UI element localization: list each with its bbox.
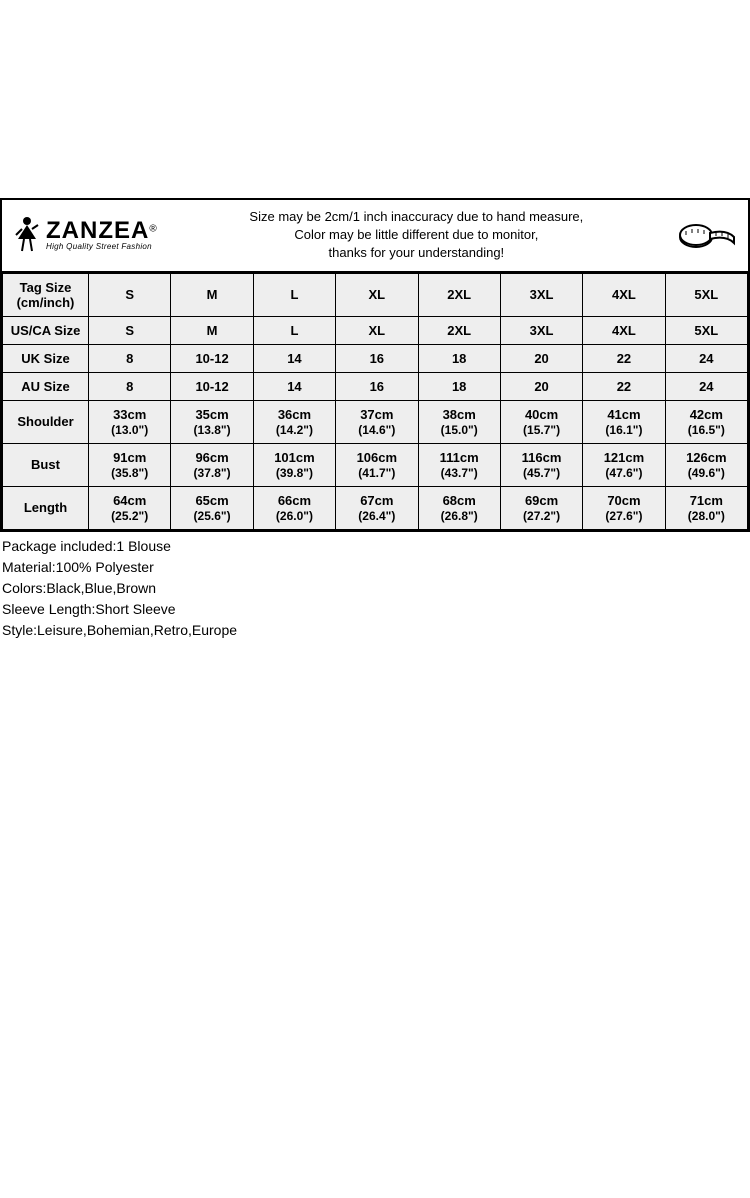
brand-name: ZANZEA® xyxy=(46,219,157,243)
row-label: AU Size xyxy=(3,372,89,400)
size-cell: L xyxy=(253,273,335,316)
measurement-cell: 70cm(27.6") xyxy=(583,486,665,529)
size-cell: 5XL xyxy=(665,273,747,316)
detail-line: Sleeve Length:Short Sleeve xyxy=(2,599,748,620)
table-row: US/CA SizeSMLXL2XL3XL4XL5XL xyxy=(3,316,748,344)
row-label: Bust xyxy=(3,443,89,486)
size-cell: 22 xyxy=(583,372,665,400)
measurement-cell: 40cm(15.7") xyxy=(500,400,582,443)
size-cell: 18 xyxy=(418,372,500,400)
size-table-body: Tag Size (cm/inch)SMLXL2XL3XL4XL5XLUS/CA… xyxy=(3,273,748,529)
row-label: US/CA Size xyxy=(3,316,89,344)
size-cell: 14 xyxy=(253,344,335,372)
size-cell: 3XL xyxy=(500,316,582,344)
size-cell: 10-12 xyxy=(171,372,253,400)
detail-line: Material:100% Polyester xyxy=(2,557,748,578)
size-cell: 5XL xyxy=(665,316,747,344)
measurement-cell: 36cm(14.2") xyxy=(253,400,335,443)
table-row: AU Size810-12141618202224 xyxy=(3,372,748,400)
notice-line1: Size may be 2cm/1 inch inaccuracy due to… xyxy=(157,208,676,226)
size-cell: 24 xyxy=(665,344,747,372)
row-label: UK Size xyxy=(3,344,89,372)
detail-line: Package included:1 Blouse xyxy=(2,536,748,557)
measurement-cell: 71cm(28.0") xyxy=(665,486,747,529)
measurement-cell: 64cm(25.2") xyxy=(89,486,171,529)
brand-figure-icon xyxy=(14,215,40,255)
chart-outer-border: ZANZEA® High Quality Street Fashion Size… xyxy=(0,198,750,532)
measurement-cell: 101cm(39.8") xyxy=(253,443,335,486)
row-label: Tag Size (cm/inch) xyxy=(3,273,89,316)
measurement-cell: 106cm(41.7") xyxy=(336,443,418,486)
measurement-cell: 66cm(26.0") xyxy=(253,486,335,529)
size-cell: 4XL xyxy=(583,273,665,316)
size-cell: 2XL xyxy=(418,273,500,316)
measurement-cell: 121cm(47.6") xyxy=(583,443,665,486)
size-cell: 20 xyxy=(500,372,582,400)
measurement-cell: 37cm(14.6") xyxy=(336,400,418,443)
size-cell: XL xyxy=(336,273,418,316)
row-label: Length xyxy=(3,486,89,529)
notice-line2: Color may be little different due to mon… xyxy=(157,226,676,244)
measurement-cell: 35cm(13.8") xyxy=(171,400,253,443)
size-cell: 4XL xyxy=(583,316,665,344)
measurement-cell: 33cm(13.0") xyxy=(89,400,171,443)
measurement-cell: 91cm(35.8") xyxy=(89,443,171,486)
table-row: Bust91cm(35.8")96cm(37.8")101cm(39.8")10… xyxy=(3,443,748,486)
size-cell: L xyxy=(253,316,335,344)
product-details: Package included:1 BlouseMaterial:100% P… xyxy=(0,532,750,643)
detail-line: Style:Leisure,Bohemian,Retro,Europe xyxy=(2,620,748,641)
size-cell: 18 xyxy=(418,344,500,372)
size-cell: 20 xyxy=(500,344,582,372)
table-row: Tag Size (cm/inch)SMLXL2XL3XL4XL5XL xyxy=(3,273,748,316)
size-cell: XL xyxy=(336,316,418,344)
size-cell: 2XL xyxy=(418,316,500,344)
size-cell: 16 xyxy=(336,344,418,372)
measurement-cell: 65cm(25.6") xyxy=(171,486,253,529)
brand-tagline: High Quality Street Fashion xyxy=(46,243,157,251)
size-cell: 22 xyxy=(583,344,665,372)
size-cell: M xyxy=(171,273,253,316)
measurement-cell: 69cm(27.2") xyxy=(500,486,582,529)
size-cell: M xyxy=(171,316,253,344)
size-cell: 8 xyxy=(89,372,171,400)
row-label: Shoulder xyxy=(3,400,89,443)
size-notice: Size may be 2cm/1 inch inaccuracy due to… xyxy=(157,208,676,263)
size-table: Tag Size (cm/inch)SMLXL2XL3XL4XL5XLUS/CA… xyxy=(2,273,748,530)
measurement-cell: 111cm(43.7") xyxy=(418,443,500,486)
measurement-cell: 116cm(45.7") xyxy=(500,443,582,486)
measurement-cell: 38cm(15.0") xyxy=(418,400,500,443)
measurement-cell: 68cm(26.8") xyxy=(418,486,500,529)
table-row: UK Size810-12141618202224 xyxy=(3,344,748,372)
measurement-cell: 96cm(37.8") xyxy=(171,443,253,486)
measurement-cell: 67cm(26.4") xyxy=(336,486,418,529)
size-cell: 8 xyxy=(89,344,171,372)
size-cell: 14 xyxy=(253,372,335,400)
brand-logo-block: ZANZEA® High Quality Street Fashion xyxy=(14,215,157,255)
size-cell: 16 xyxy=(336,372,418,400)
table-row: Length64cm(25.2")65cm(25.6")66cm(26.0")6… xyxy=(3,486,748,529)
size-cell: 3XL xyxy=(500,273,582,316)
measurement-cell: 41cm(16.1") xyxy=(583,400,665,443)
size-cell: S xyxy=(89,316,171,344)
measurement-cell: 126cm(49.6") xyxy=(665,443,747,486)
detail-line: Colors:Black,Blue,Brown xyxy=(2,578,748,599)
size-cell: S xyxy=(89,273,171,316)
notice-line3: thanks for your understanding! xyxy=(157,244,676,262)
measuring-tape-icon xyxy=(676,215,736,255)
brand-text: ZANZEA® High Quality Street Fashion xyxy=(46,219,157,251)
size-cell: 10-12 xyxy=(171,344,253,372)
measurement-cell: 42cm(16.5") xyxy=(665,400,747,443)
header-row: ZANZEA® High Quality Street Fashion Size… xyxy=(2,200,748,273)
page-container: ZANZEA® High Quality Street Fashion Size… xyxy=(0,198,750,643)
table-row: Shoulder33cm(13.0")35cm(13.8")36cm(14.2"… xyxy=(3,400,748,443)
size-cell: 24 xyxy=(665,372,747,400)
